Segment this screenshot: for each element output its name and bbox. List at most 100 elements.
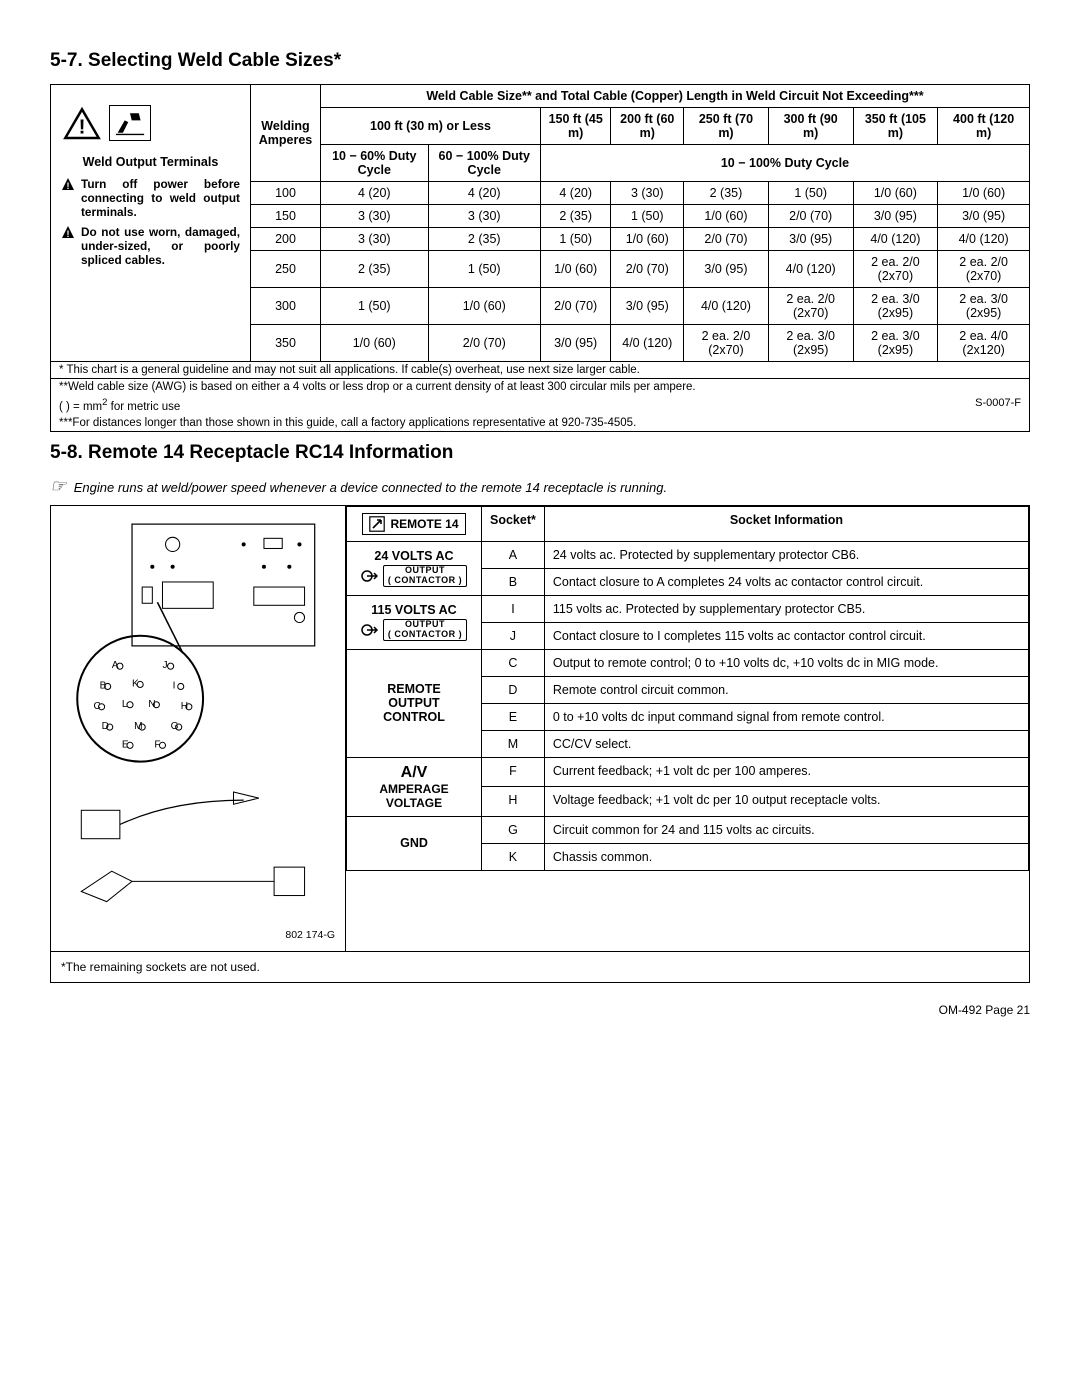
svg-text:H: H xyxy=(181,701,188,712)
warn-text-2: Do not use worn, damaged, under-sized, o… xyxy=(81,225,240,267)
cell: 2 ea. 3/0 (2x95) xyxy=(853,325,938,362)
col-amperes: Welding Amperes xyxy=(251,85,321,182)
col-dc-high: 60 − 100% Duty Cycle xyxy=(428,145,540,182)
cell: 2 ea. 4/0 (2x120) xyxy=(938,325,1030,362)
socket-info-table: REMOTE 14 Socket* Socket Information 24 … xyxy=(346,506,1029,871)
cell: 300 xyxy=(251,288,321,325)
svg-text:B: B xyxy=(100,680,107,691)
socket-letter: I xyxy=(482,595,545,622)
socket-letter: J xyxy=(482,622,545,649)
span-title: Weld Cable Size** and Total Cable (Coppe… xyxy=(321,85,1030,108)
cell: 100 xyxy=(251,182,321,205)
cell: 1 (50) xyxy=(540,228,611,251)
cell: 2 ea. 2/0 (2x70) xyxy=(853,251,938,288)
function-label: 24 VOLTS AC OUTPUT( CONTACTOR ) xyxy=(347,541,482,595)
svg-text:J: J xyxy=(162,660,167,671)
left-warning-panel: ! Weld Output Terminals ! Turn off power… xyxy=(51,85,251,362)
cell: 3 (30) xyxy=(611,182,684,205)
cell: 4 (20) xyxy=(428,182,540,205)
header-info: Socket Information xyxy=(544,506,1028,541)
socket-letter: G xyxy=(482,816,545,843)
socket-letter: D xyxy=(482,676,545,703)
footnote-2: **Weld cable size (AWG) is based on eith… xyxy=(51,379,1030,396)
small-warning-icon: ! xyxy=(61,177,75,219)
cell: 250 xyxy=(251,251,321,288)
socket-letter: H xyxy=(482,787,545,817)
svg-text:N: N xyxy=(148,699,155,710)
cell: 2/0 (70) xyxy=(428,325,540,362)
cell: 2/0 (70) xyxy=(611,251,684,288)
cell: 3 (30) xyxy=(321,228,429,251)
sec58-footnote: *The remaining sockets are not used. xyxy=(51,951,1029,982)
cell: 1/0 (60) xyxy=(321,325,429,362)
sec58-note: ☞ Engine runs at weld/power speed whenev… xyxy=(50,476,1030,497)
cell: 2 (35) xyxy=(321,251,429,288)
dist-5: 400 ft (120 m) xyxy=(938,108,1030,145)
socket-info: Contact closure to A completes 24 volts … xyxy=(544,568,1028,595)
cell: 2 (35) xyxy=(428,228,540,251)
pointing-hand-icon: ☞ xyxy=(50,476,66,497)
receptacle-diagram: A J B K I C L N H D M G E F xyxy=(51,506,346,951)
header-socket: Socket* xyxy=(482,506,545,541)
contactor-badge: 115 VOLTS AC OUTPUT( CONTACTOR ) xyxy=(355,603,473,641)
terminals-caption: Weld Output Terminals xyxy=(61,155,240,169)
dist-3: 300 ft (90 m) xyxy=(768,108,853,145)
remote-badge-cell: REMOTE 14 xyxy=(347,506,482,541)
cell: 2/0 (70) xyxy=(768,205,853,228)
doc-ref: S-0007-F xyxy=(975,397,1021,413)
socket-letter: C xyxy=(482,649,545,676)
socket-letter: B xyxy=(482,568,545,595)
dist-0: 150 ft (45 m) xyxy=(540,108,611,145)
socket-info: Remote control circuit common. xyxy=(544,676,1028,703)
socket-info: Chassis common. xyxy=(544,843,1028,870)
cell: 4/0 (120) xyxy=(611,325,684,362)
cell: 2 ea. 2/0 (2x70) xyxy=(938,251,1030,288)
cell: 2 (35) xyxy=(540,205,611,228)
cell: 1/0 (60) xyxy=(611,228,684,251)
cell: 3 (30) xyxy=(428,205,540,228)
footnote-1: * This chart is a general guideline and … xyxy=(51,362,1030,379)
svg-text:I: I xyxy=(173,680,176,691)
cell: 4/0 (120) xyxy=(768,251,853,288)
page-footer: OM-492 Page 21 xyxy=(50,1003,1030,1017)
remote-14-icon: REMOTE 14 xyxy=(362,513,465,535)
function-label: GND xyxy=(347,816,482,870)
cell: 1 (50) xyxy=(428,251,540,288)
cell: 1/0 (60) xyxy=(853,182,938,205)
sec58-heading: 5-8. Remote 14 Receptacle RC14 Informati… xyxy=(50,442,1030,464)
socket-info: Circuit common for 24 and 115 volts ac c… xyxy=(544,816,1028,843)
cell: 4 (20) xyxy=(540,182,611,205)
dist-4: 350 ft (105 m) xyxy=(853,108,938,145)
cell: 3/0 (95) xyxy=(938,205,1030,228)
cell: 1/0 (60) xyxy=(938,182,1030,205)
col-dc-low: 10 − 60% Duty Cycle xyxy=(321,145,429,182)
cell: 4/0 (120) xyxy=(684,288,769,325)
col-dc-100: 10 − 100% Duty Cycle xyxy=(540,145,1029,182)
svg-text:E: E xyxy=(122,739,129,750)
cell: 3/0 (95) xyxy=(684,251,769,288)
svg-text:!: ! xyxy=(79,115,86,138)
socket-info: 0 to +10 volts dc input command signal f… xyxy=(544,703,1028,730)
socket-info: Current feedback; +1 volt dc per 100 amp… xyxy=(544,757,1028,787)
socket-info: Contact closure to I completes 115 volts… xyxy=(544,622,1028,649)
svg-text:!: ! xyxy=(67,229,70,239)
cell: 2 ea. 2/0 (2x70) xyxy=(768,288,853,325)
socket-letter: A xyxy=(482,541,545,568)
function-label: 115 VOLTS AC OUTPUT( CONTACTOR ) xyxy=(347,595,482,649)
weld-cable-table: ! Weld Output Terminals ! Turn off power… xyxy=(50,84,1030,432)
sec57-heading: 5-7. Selecting Weld Cable Sizes* xyxy=(50,50,1030,72)
sec58-container: A J B K I C L N H D M G E F xyxy=(50,505,1030,983)
socket-info: 115 volts ac. Protected by supplementary… xyxy=(544,595,1028,622)
socket-letter: E xyxy=(482,703,545,730)
svg-text:A: A xyxy=(112,660,119,671)
warning-triangle-icon: ! xyxy=(61,105,103,141)
output-arrow-icon xyxy=(361,621,379,639)
svg-text:K: K xyxy=(132,678,139,689)
col-100ft: 100 ft (30 m) or Less xyxy=(321,108,541,145)
cell: 3/0 (95) xyxy=(611,288,684,325)
hand-hazard-icon xyxy=(109,105,151,141)
socket-info: CC/CV select. xyxy=(544,730,1028,757)
function-label: A/VAMPERAGEVOLTAGE xyxy=(347,757,482,816)
svg-text:!: ! xyxy=(67,181,70,191)
cell: 1 (50) xyxy=(611,205,684,228)
